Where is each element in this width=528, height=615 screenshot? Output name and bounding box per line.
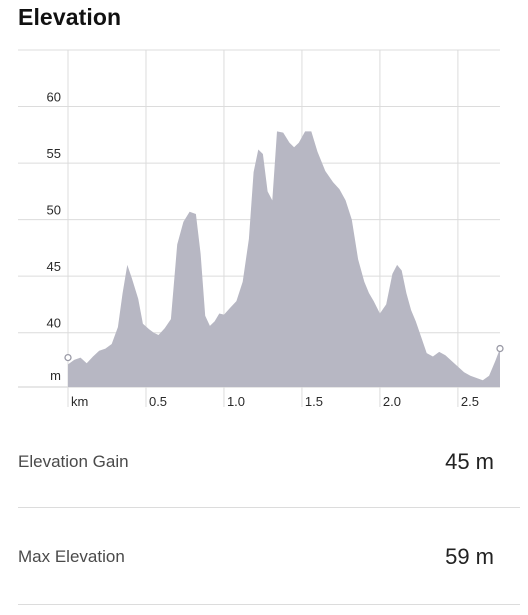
- y-axis-unit-label: m: [50, 368, 61, 383]
- x-tick-label: 1.0: [227, 394, 245, 409]
- divider: [18, 507, 520, 508]
- max-elevation-label: Max Elevation: [18, 547, 125, 566]
- x-tick-label: 2.0: [383, 394, 401, 409]
- y-tick-label: 45: [47, 259, 61, 274]
- y-tick-label: 50: [47, 203, 61, 218]
- y-tick-label: 40: [47, 316, 61, 331]
- max-elevation-value: 59 m: [445, 544, 494, 569]
- end-point-marker: [496, 344, 504, 353]
- y-tick-label: 55: [47, 146, 61, 161]
- elevation-chart: 40 45 50 55 60 mkm 0.5 1.0 1.5 2.0 2.5: [18, 49, 504, 409]
- elevation-gain-value: 45 m: [445, 449, 494, 474]
- chart-title: Elevation: [18, 4, 122, 30]
- elevation-gain-row: Elevation Gain 45 m: [18, 442, 494, 482]
- tick-labels: 40 45 50 55 60 mkm 0.5 1.0 1.5 2.0 2.5: [47, 90, 479, 409]
- elevation-gain-label: Elevation Gain: [18, 452, 129, 471]
- start-point-marker: [64, 353, 72, 362]
- x-tick-label: 1.5: [305, 394, 323, 409]
- endpoint-markers: [64, 344, 504, 362]
- max-elevation-row: Max Elevation 59 m: [18, 537, 494, 577]
- elevation-area: [68, 131, 500, 387]
- y-tick-label: 60: [47, 90, 61, 105]
- divider: [18, 604, 520, 605]
- x-tick-label: 0.5: [149, 394, 167, 409]
- x-axis-unit-label: km: [71, 394, 88, 409]
- x-tick-label: 2.5: [461, 394, 479, 409]
